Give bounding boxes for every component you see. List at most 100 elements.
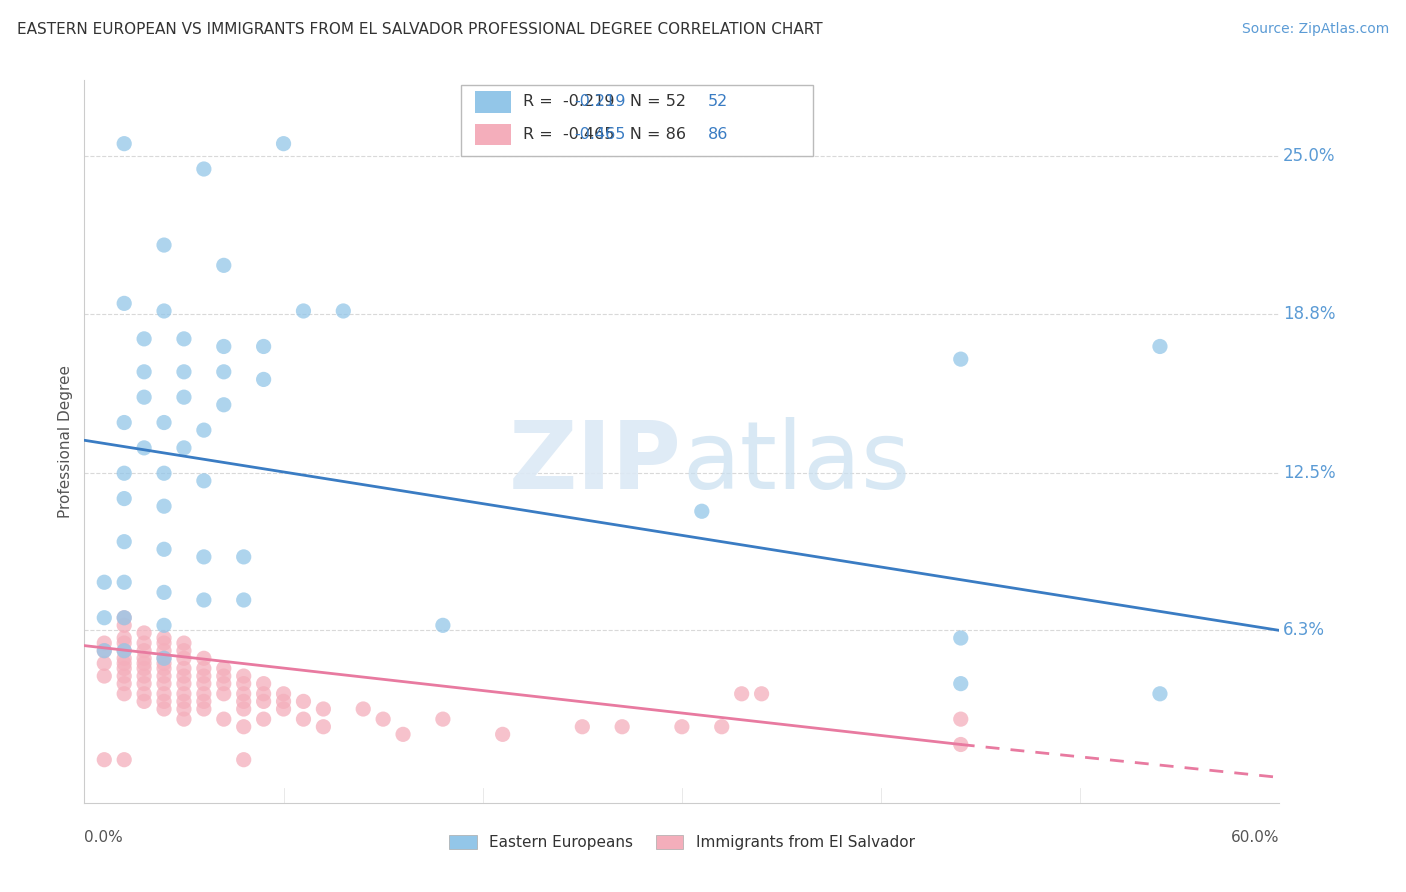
Point xyxy=(751,687,773,701)
Text: atlas: atlas xyxy=(682,417,910,509)
Point xyxy=(949,712,972,726)
Point xyxy=(273,136,295,151)
Point xyxy=(112,643,135,657)
Point xyxy=(173,636,195,650)
Point xyxy=(153,694,176,708)
Point xyxy=(710,720,733,734)
Point xyxy=(132,657,156,671)
Text: 52: 52 xyxy=(709,95,728,110)
Point xyxy=(253,694,276,708)
FancyBboxPatch shape xyxy=(475,124,510,145)
Point xyxy=(132,669,156,683)
Point xyxy=(173,390,195,404)
Point xyxy=(1149,339,1171,353)
Point xyxy=(173,687,195,701)
Point xyxy=(132,687,156,701)
Point xyxy=(193,694,215,708)
Point xyxy=(292,304,315,318)
Text: 0.0%: 0.0% xyxy=(84,830,124,846)
Point xyxy=(232,669,254,683)
Point xyxy=(112,636,135,650)
Point xyxy=(153,585,176,599)
Point xyxy=(153,467,176,481)
Point xyxy=(193,669,215,683)
Point xyxy=(153,687,176,701)
Point xyxy=(193,423,215,437)
Point xyxy=(373,712,395,726)
Point xyxy=(112,657,135,671)
FancyBboxPatch shape xyxy=(475,91,510,112)
Point xyxy=(112,753,135,767)
Point xyxy=(173,365,195,379)
Point xyxy=(212,669,235,683)
Point xyxy=(312,702,335,716)
Point xyxy=(232,694,254,708)
Point xyxy=(193,702,215,716)
Point xyxy=(173,651,195,665)
Point xyxy=(731,687,754,701)
Point xyxy=(112,611,135,625)
Text: 18.8%: 18.8% xyxy=(1284,304,1336,323)
Point xyxy=(153,238,176,252)
Point xyxy=(93,643,115,657)
Text: Source: ZipAtlas.com: Source: ZipAtlas.com xyxy=(1241,22,1389,37)
Point xyxy=(132,676,156,690)
Point xyxy=(193,549,215,564)
Point xyxy=(173,643,195,657)
Text: 6.3%: 6.3% xyxy=(1284,622,1324,640)
Text: 25.0%: 25.0% xyxy=(1284,147,1336,165)
Point xyxy=(153,657,176,671)
Point xyxy=(193,651,215,665)
Point xyxy=(112,651,135,665)
Point xyxy=(193,661,215,675)
Point xyxy=(112,534,135,549)
Point xyxy=(232,593,254,607)
Point xyxy=(112,618,135,632)
Point xyxy=(112,467,135,481)
Point xyxy=(112,631,135,645)
Point xyxy=(153,542,176,557)
Point xyxy=(112,676,135,690)
Point xyxy=(153,676,176,690)
Point xyxy=(153,304,176,318)
Point xyxy=(949,738,972,752)
Point xyxy=(212,365,235,379)
Y-axis label: Professional Degree: Professional Degree xyxy=(58,365,73,518)
Point xyxy=(949,631,972,645)
Point xyxy=(432,618,454,632)
Point xyxy=(132,332,156,346)
Point xyxy=(153,499,176,513)
Point xyxy=(93,611,115,625)
Point xyxy=(253,712,276,726)
Point xyxy=(112,661,135,675)
Point xyxy=(232,720,254,734)
Point xyxy=(1149,687,1171,701)
Point xyxy=(392,727,415,741)
Point xyxy=(193,161,215,176)
Point xyxy=(132,643,156,657)
Point xyxy=(212,712,235,726)
Point xyxy=(132,661,156,675)
Point xyxy=(193,676,215,690)
Point xyxy=(292,712,315,726)
Point xyxy=(232,676,254,690)
Point xyxy=(132,636,156,650)
Point xyxy=(173,712,195,726)
Point xyxy=(173,702,195,716)
Point xyxy=(112,687,135,701)
Point xyxy=(193,593,215,607)
Point xyxy=(93,657,115,671)
Text: 86: 86 xyxy=(709,127,728,142)
Point xyxy=(212,339,235,353)
Point xyxy=(690,504,713,518)
Point xyxy=(112,643,135,657)
Point xyxy=(949,352,972,367)
Point xyxy=(232,549,254,564)
Point xyxy=(153,702,176,716)
Point xyxy=(212,687,235,701)
Point xyxy=(292,694,315,708)
Point xyxy=(153,416,176,430)
Point xyxy=(253,687,276,701)
Point xyxy=(173,441,195,455)
Point xyxy=(153,643,176,657)
